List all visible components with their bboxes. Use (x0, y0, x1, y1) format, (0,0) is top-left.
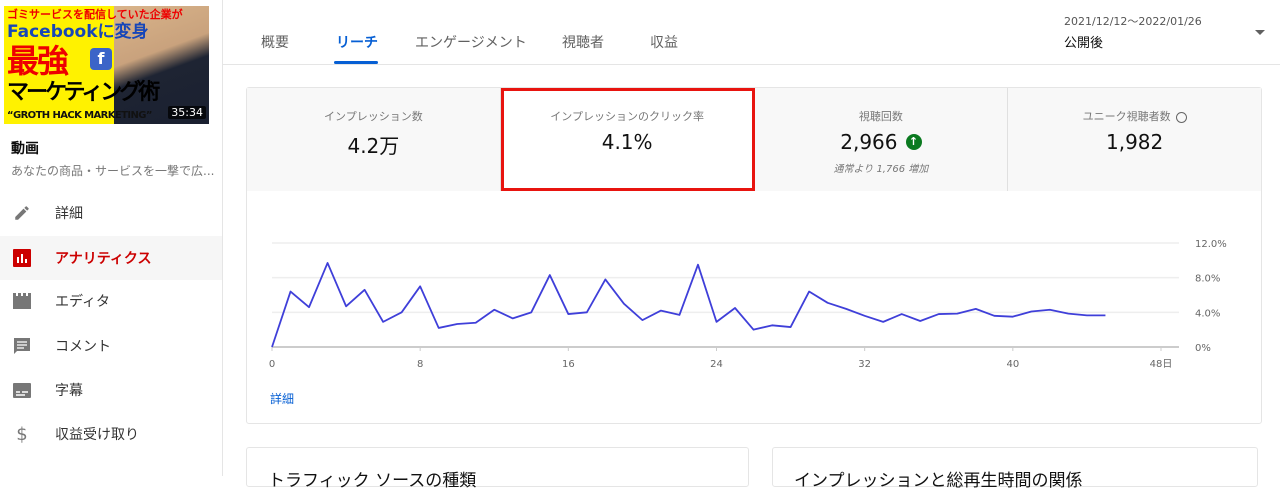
x-tick-label: 32 (858, 359, 871, 370)
traffic-source-card: トラフィック ソースの種類 (246, 447, 749, 491)
y-tick-label: 0% (1195, 343, 1211, 354)
sidebar-item-label: エディタ (55, 294, 111, 310)
sidebar-item-label: 字幕 (55, 383, 83, 399)
sidebar-item-comments[interactable]: コメント (0, 324, 222, 368)
stat-impressions[interactable]: インプレッション数 4.2万 (247, 88, 501, 191)
tab-overview[interactable]: 概要 (261, 35, 289, 51)
sidebar-item-label: 収益受け取り (55, 427, 139, 443)
stat-value: 4.2万 (347, 134, 400, 158)
card-title: トラフィック ソースの種類 (268, 471, 477, 491)
stat-title: ユニーク視聴者数 (1082, 110, 1171, 123)
sidebar: ゴミサービスを配信していた企業が Facebookに変身 最強 f マーケティン… (0, 0, 223, 476)
stats-row: インプレッション数 4.2万 インプレッションのクリック率 4.1% 視聴回数 … (247, 88, 1261, 191)
x-tick-label: 40 (1006, 359, 1019, 370)
x-tick-label: 24 (710, 359, 723, 370)
x-tick-label: 8 (417, 359, 423, 370)
video-description: あなたの商品・サービスを一撃で広... (11, 164, 215, 178)
video-duration: 35:34 (168, 106, 206, 119)
active-tab-indicator (334, 61, 378, 64)
reach-chart-card: インプレッション数 4.2万 インプレッションのクリック率 4.1% 視聴回数 … (246, 87, 1262, 424)
details-link[interactable]: 詳細 (270, 392, 295, 406)
stat-unique-viewers[interactable]: ユニーク視聴者数 1,982 (1008, 88, 1261, 191)
impressions-watchtime-card: インプレッションと総再生時間の関係 (772, 447, 1258, 491)
sidebar-item-monetization[interactable]: $ 収益受け取り (0, 412, 222, 456)
subtitles-icon (12, 380, 32, 400)
sidebar-item-editor[interactable]: エディタ (0, 279, 222, 323)
thumbnail-text: Facebookに変身 (7, 22, 149, 42)
stat-title: 視聴回数 (858, 110, 903, 123)
stat-comparison: 通常より 1,766 増加 (833, 164, 929, 175)
dropdown-caret-icon[interactable] (1255, 30, 1265, 35)
facebook-icon: f (90, 48, 112, 70)
thumbnail-text: “GROTH HACK MARKETING” (7, 110, 152, 121)
stat-value: 2,966 (840, 130, 898, 154)
clapper-icon (12, 291, 32, 311)
arrow-up-icon: ↑ (905, 134, 922, 150)
x-tick-label: 48日 (1150, 359, 1173, 370)
thumbnail-text: 最強 (7, 42, 69, 80)
stat-value: 1,982 (1105, 130, 1164, 154)
tab-engagement[interactable]: エンゲージメント (415, 35, 527, 51)
clock-icon (1175, 111, 1187, 123)
y-tick-label: 12.0% (1195, 239, 1227, 250)
stat-title: インプレッション数 (324, 110, 423, 123)
ctr-line-chart: 0% 4.0% 8.0% 12.0% 0 8 16 24 32 40 48日 (269, 239, 1227, 370)
date-preset[interactable]: 公開後 (1064, 36, 1104, 51)
sidebar-item-label: 詳細 (55, 206, 83, 222)
sidebar-item-subtitles[interactable]: 字幕 (0, 368, 222, 412)
card-title: インプレッションと総再生時間の関係 (794, 471, 1083, 491)
tab-bar (223, 0, 1280, 65)
thumbnail-text: マーケティング術 (7, 80, 160, 105)
thumbnail-text: ゴミサービスを配信していた企業が (7, 8, 183, 21)
analytics-icon (12, 248, 32, 268)
tab-revenue[interactable]: 収益 (650, 35, 678, 51)
video-title: 動画 (11, 141, 39, 157)
stat-value: 4.1% (601, 130, 653, 154)
thumbnail-person-image (114, 6, 209, 124)
x-tick-label: 0 (269, 359, 275, 370)
dollar-icon: $ (16, 423, 28, 445)
ctr-series-line (271, 262, 1106, 348)
sidebar-item-label: コメント (55, 339, 111, 355)
x-tick-label: 16 (562, 359, 575, 370)
sidebar-item-details[interactable]: 詳細 (0, 191, 222, 235)
pencil-icon (12, 203, 32, 223)
stat-title: インプレッションのクリック率 (550, 110, 704, 123)
sidebar-item-label: アナリティクス (55, 251, 152, 267)
sidebar-item-analytics[interactable]: アナリティクス (0, 236, 222, 280)
y-tick-label: 8.0% (1195, 274, 1220, 285)
tab-audience[interactable]: 視聴者 (562, 35, 604, 51)
y-tick-label: 4.0% (1195, 308, 1220, 319)
date-range[interactable]: 2021/12/12〜2022/01/26 (1064, 15, 1202, 28)
comment-icon (12, 336, 32, 356)
stat-ctr[interactable]: インプレッションのクリック率 4.1% (500, 88, 755, 191)
stat-views[interactable]: 視聴回数 2,966 ↑ 通常より 1,766 増加 (755, 88, 1009, 191)
tab-reach[interactable]: リーチ (336, 35, 378, 51)
video-thumbnail[interactable]: ゴミサービスを配信していた企業が Facebookに変身 最強 f マーケティン… (4, 6, 209, 124)
